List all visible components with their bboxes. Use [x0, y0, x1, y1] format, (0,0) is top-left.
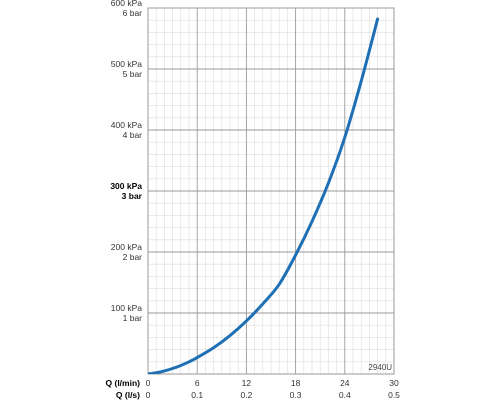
y-tick-label-kpa: 200 kPa: [111, 242, 142, 252]
x-tick-label-lmin: 30: [389, 378, 399, 388]
x-axis-tick-labels: 0 6 12 18 24 30 0 0.1 0.2 0.3 0.4 0.5: [146, 378, 401, 400]
y-tick-label-bar: 2 bar: [123, 252, 143, 262]
x-axis-label-ls: Q (l/s): [116, 390, 140, 400]
y-tick-label-kpa: 300 kPa: [110, 181, 142, 191]
x-tick-label-ls: 0.2: [240, 390, 252, 400]
y-tick-label-bar: 6 bar: [123, 8, 143, 18]
x-tick-label-lmin: 24: [340, 378, 350, 388]
x-tick-label-ls: 0.3: [290, 390, 302, 400]
x-tick-label-ls: 0.4: [339, 390, 351, 400]
major-gridlines: [148, 8, 394, 374]
y-tick-label-bar: 5 bar: [123, 69, 143, 79]
x-tick-label-lmin: 0: [146, 378, 151, 388]
x-axis-label-lmin: Q (l/min): [106, 378, 141, 388]
x-tick-label-ls: 0.5: [388, 390, 400, 400]
x-tick-label-ls: 0.1: [191, 390, 203, 400]
plot-frame: [147, 7, 395, 375]
y-tick-label-bar: 3 bar: [122, 191, 143, 201]
x-tick-label-ls: 0: [146, 390, 151, 400]
y-tick-label-kpa: 500 kPa: [111, 59, 142, 69]
y-tick-label-bar: 1 bar: [123, 313, 143, 323]
x-tick-label-lmin: 12: [242, 378, 252, 388]
x-tick-label-lmin: 18: [291, 378, 301, 388]
y-tick-label-kpa: 100 kPa: [111, 303, 142, 313]
y-tick-label-kpa: 400 kPa: [111, 120, 142, 130]
y-tick-label-bar: 4 bar: [123, 130, 143, 140]
flow-curve-line: [148, 17, 380, 374]
flow-curve-series: [148, 17, 380, 374]
x-tick-label-lmin: 6: [195, 378, 200, 388]
chart-code-label: 2940U: [368, 363, 392, 372]
y-tick-label-kpa: 600 kPa: [111, 0, 142, 8]
